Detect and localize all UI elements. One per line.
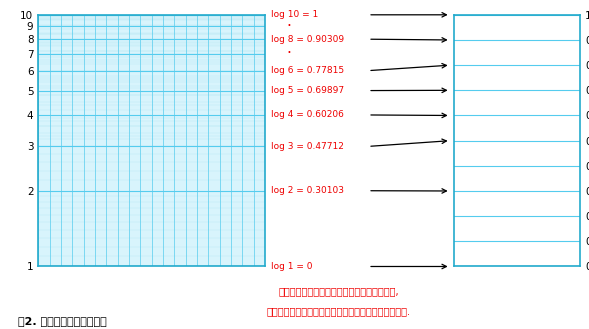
Text: ·: · (286, 46, 291, 61)
Text: log 8 = 0.90309: log 8 = 0.90309 (271, 35, 344, 44)
Text: log 4 = 0.60206: log 4 = 0.60206 (271, 111, 344, 119)
Text: log 5 = 0.69897: log 5 = 0.69897 (271, 86, 344, 95)
Text: 図2. 片対数方眼紙の目盛り: 図2. 片対数方眼紙の目盛り (18, 316, 107, 326)
Text: log 3 = 0.47712: log 3 = 0.47712 (271, 142, 344, 151)
Text: log 10 = 1: log 10 = 1 (271, 10, 318, 19)
Text: log 2 = 0.30103: log 2 = 0.30103 (271, 186, 344, 195)
Text: リニア軸に対数値をプロットしたのと同じことになる.: リニア軸に対数値をプロットしたのと同じことになる. (267, 306, 411, 316)
Text: 対数軸の目盛りにしたがってプロットすると,: 対数軸の目盛りにしたがってプロットすると, (279, 286, 399, 296)
Text: ·: · (286, 19, 291, 34)
Text: log 1 = 0: log 1 = 0 (271, 262, 312, 271)
Text: log 6 = 0.77815: log 6 = 0.77815 (271, 66, 344, 75)
